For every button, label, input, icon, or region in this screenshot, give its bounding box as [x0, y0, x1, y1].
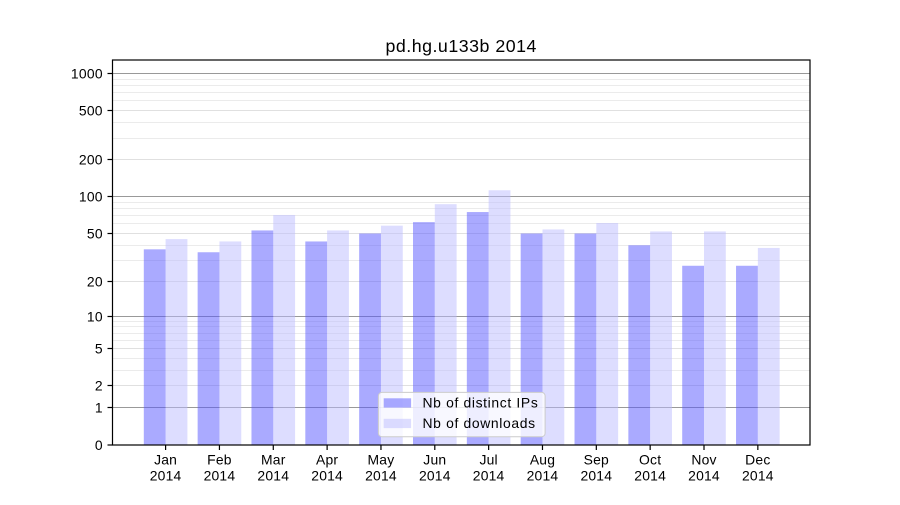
svg-text:2014: 2014	[204, 468, 236, 484]
svg-text:200: 200	[79, 151, 103, 167]
svg-text:Jan: Jan	[154, 452, 177, 468]
svg-text:2014: 2014	[580, 468, 612, 484]
svg-text:2014: 2014	[311, 468, 343, 484]
svg-text:2014: 2014	[257, 468, 289, 484]
svg-text:0: 0	[95, 437, 103, 453]
svg-text:Apr: Apr	[316, 452, 338, 468]
svg-text:10: 10	[87, 308, 103, 324]
svg-text:2014: 2014	[634, 468, 666, 484]
svg-text:Nb of downloads: Nb of downloads	[423, 415, 536, 431]
svg-text:500: 500	[79, 102, 103, 118]
svg-text:2014: 2014	[419, 468, 451, 484]
svg-text:Oct: Oct	[639, 452, 661, 468]
svg-text:1000: 1000	[71, 65, 103, 81]
svg-text:Nb of distinct IPs: Nb of distinct IPs	[423, 395, 539, 411]
svg-text:50: 50	[87, 225, 103, 241]
svg-text:Jun: Jun	[423, 452, 446, 468]
svg-text:2014: 2014	[473, 468, 505, 484]
svg-text:5: 5	[95, 340, 103, 356]
svg-text:2014: 2014	[150, 468, 182, 484]
svg-text:2014: 2014	[527, 468, 559, 484]
svg-text:100: 100	[79, 188, 103, 204]
svg-text:20: 20	[87, 273, 103, 289]
svg-text:Dec: Dec	[745, 452, 770, 468]
svg-text:2: 2	[95, 377, 103, 393]
svg-text:Feb: Feb	[207, 452, 232, 468]
svg-text:pd.hg.u133b 2014: pd.hg.u133b 2014	[386, 36, 537, 56]
svg-text:Sep: Sep	[584, 452, 609, 468]
svg-text:Mar: Mar	[261, 452, 286, 468]
svg-text:2014: 2014	[742, 468, 774, 484]
svg-text:1: 1	[95, 399, 103, 415]
svg-text:Nov: Nov	[691, 452, 716, 468]
svg-text:May: May	[368, 452, 395, 468]
svg-text:2014: 2014	[365, 468, 397, 484]
svg-text:Jul: Jul	[479, 452, 497, 468]
svg-text:2014: 2014	[688, 468, 720, 484]
svg-text:Aug: Aug	[530, 452, 555, 468]
